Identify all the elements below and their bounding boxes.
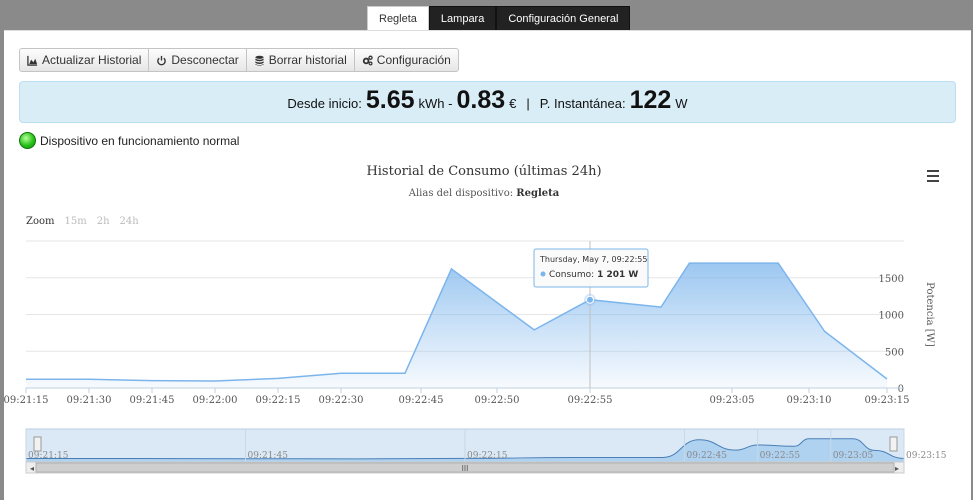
device-panel: Actualizar Historial Desconectar Borrar …	[4, 30, 971, 500]
zoom-selector: Zoom 15m 2h 24h	[26, 216, 139, 227]
scrollbar-grip: III	[462, 464, 469, 473]
device-status: Dispositivo en funcionamiento normal	[19, 132, 239, 149]
zoom-label: Zoom	[26, 216, 55, 227]
navigator-tick-label: 09:22:45	[687, 451, 728, 461]
power-icon	[157, 55, 167, 65]
x-tick-label: 09:21:45	[130, 395, 175, 406]
tab-regleta[interactable]: Regleta	[367, 6, 429, 31]
series-line	[25, 262, 888, 382]
x-tick-label: 09:22:50	[475, 395, 520, 406]
x-tick-label: 09:22:00	[193, 395, 238, 406]
y-tick-label: 500	[885, 347, 904, 358]
x-tick-label: 09:22:55	[568, 395, 613, 406]
kwh-value: 5.65	[365, 86, 415, 114]
tooltip-text: Consumo: 1 201 W	[549, 270, 638, 280]
navigator-tick-label: 09:21:15	[28, 451, 69, 461]
since-start-label: Desde inicio:	[287, 96, 362, 111]
tab-lampara[interactable]: Lampara	[428, 6, 497, 31]
x-tick-label: 09:23:05	[710, 395, 755, 406]
x-tick-label: 09:22:15	[256, 395, 301, 406]
update-history-button[interactable]: Actualizar Historial	[19, 48, 150, 72]
navigator-handle	[889, 436, 898, 452]
configuration-label: Configuración	[376, 53, 451, 67]
status-text: Dispositivo en funcionamiento normal	[40, 133, 240, 148]
toolbar: Actualizar Historial Desconectar Borrar …	[19, 48, 459, 72]
tab-configuracion-general[interactable]: Configuración General	[496, 6, 631, 31]
gears-icon	[362, 55, 373, 65]
device-tabs: Regleta Lampara Configuración General	[367, 6, 631, 31]
instant-power-label: P. Instantánea:	[539, 96, 626, 111]
tooltip-date: Thursday, May 7, 09:22:55	[539, 255, 647, 264]
subtitle-label: Alias del dispositivo:	[408, 188, 514, 199]
euro-unit: €	[509, 96, 517, 111]
zoom-24h-button[interactable]: 24h	[119, 216, 139, 227]
x-tick-label: 09:21:30	[67, 395, 112, 406]
database-icon	[255, 55, 264, 66]
update-history-label: Actualizar Historial	[42, 53, 142, 67]
disconnect-button[interactable]: Desconectar	[148, 48, 247, 72]
navigator-tick-label: 09:23:05	[833, 451, 874, 461]
disconnect-label: Desconectar	[171, 53, 239, 67]
x-tick-label: 09:22:30	[319, 395, 364, 406]
chart-title: Historial de Consumo (últimas 24h)	[366, 164, 602, 179]
y-tick-label: 1500	[879, 274, 904, 285]
navigator-tick-label: 09:22:55	[760, 451, 801, 461]
navigator-tick-label: 09:22:15	[467, 451, 508, 461]
separator: |	[526, 96, 530, 111]
clear-history-button[interactable]: Borrar historial	[245, 48, 355, 72]
y-tick-label: 0	[898, 384, 904, 395]
chart-subtitle: Alias del dispositivo: Regleta	[4, 188, 964, 199]
x-tick-label: 09:22:45	[399, 395, 444, 406]
instant-power-value: 122	[629, 86, 672, 114]
tooltip-series-dot	[540, 271, 546, 277]
configuration-button[interactable]: Configuración	[353, 48, 459, 72]
zoom-2h-button[interactable]: 2h	[96, 216, 110, 227]
tooltip-box	[533, 248, 649, 288]
scrollbar-thumb	[35, 462, 895, 473]
chart-menu-icon[interactable]	[927, 170, 939, 185]
x-tick-label: 09:21:15	[4, 395, 48, 406]
instant-power-unit: W	[675, 96, 688, 111]
x-tick-label: 09:23:10	[787, 395, 832, 406]
navigator-tick-label: 09:23:15	[906, 451, 947, 461]
area-chart-icon	[27, 55, 38, 66]
kwh-unit: kWh -	[418, 96, 453, 111]
subtitle-value: Regleta	[516, 188, 560, 199]
tooltip-value: 1 201 W	[597, 270, 638, 280]
scrollbar-right-arrow: ▸	[895, 464, 899, 473]
status-led-icon	[19, 132, 36, 149]
consumption-summary: Desde inicio: 5.65 kWh - 0.83 € | P. Ins…	[19, 81, 956, 123]
navigator-handle	[33, 436, 42, 452]
zoom-15m-button[interactable]: 15m	[64, 216, 87, 227]
y-tick-label: 1000	[879, 311, 904, 322]
hover-point	[586, 295, 594, 304]
navigator-tick-label: 09:21:45	[248, 451, 289, 461]
series-area	[26, 263, 887, 388]
clear-history-label: Borrar historial	[268, 53, 347, 67]
x-tick-label: 09:23:15	[865, 395, 910, 406]
scrollbar-left-arrow: ◂	[30, 464, 34, 473]
y-axis-title: Potencia [W]	[924, 282, 935, 347]
euro-value: 0.83	[456, 86, 506, 114]
chart-svg: 0 500 1000 1500 Potencia [W] 09:21:15 09:21:30…	[4, 240, 947, 474]
